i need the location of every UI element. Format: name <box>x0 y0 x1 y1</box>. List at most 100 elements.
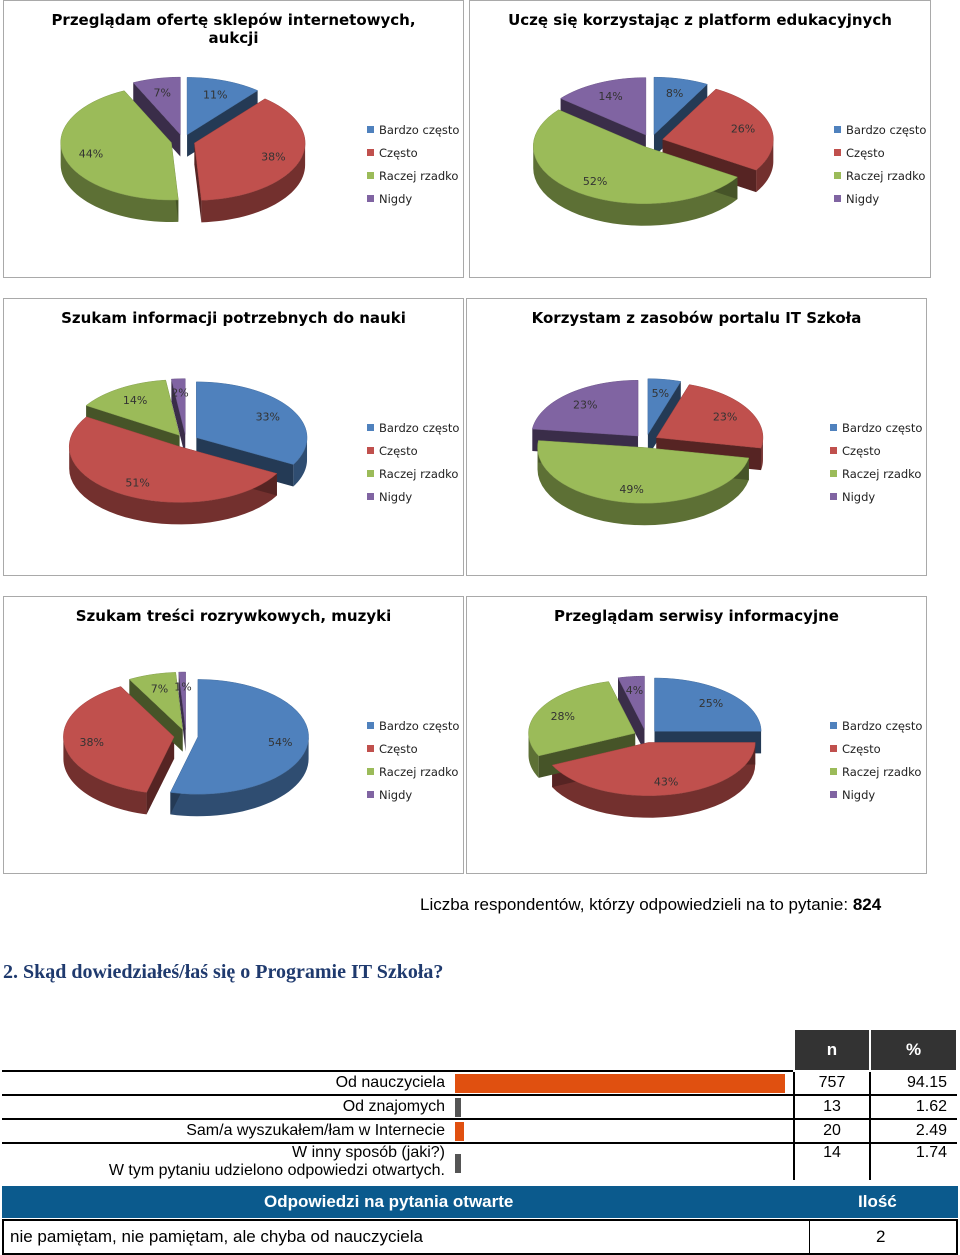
chart-legend: Bardzo często Często Raczej rzadko Nigdy <box>367 714 459 806</box>
pie-data-label: 33% <box>256 410 280 423</box>
pie-chart: 33% 51% 14% 2% <box>68 378 308 525</box>
row-label: Od nauczyciela <box>2 1070 453 1095</box>
pie-data-label: 14% <box>123 394 147 407</box>
results-table: n % Od nauczyciela 757 94.15 Od znajomyc… <box>2 1028 958 1180</box>
row-label: W inny sposób (jaki?) W tym pytaniu udzi… <box>2 1142 453 1180</box>
pie-slice <box>560 77 647 136</box>
pie-slice-side <box>293 437 308 487</box>
pie-slice-side <box>170 736 309 817</box>
pie-data-label: 2% <box>171 387 188 400</box>
pie-slice <box>60 90 179 201</box>
pie-slice-side <box>60 142 179 223</box>
legend-label: Często <box>842 741 881 756</box>
legend-label: Raczej rzadko <box>842 466 922 481</box>
legend-item: Raczej rzadko <box>830 760 922 783</box>
pie-chart-panel: Uczę się korzystając z platform edukacyj… <box>469 0 931 278</box>
open-answers-header-count: Ilość <box>858 1192 897 1211</box>
pie-slice <box>653 76 708 136</box>
pie-data-label: 23% <box>573 399 597 412</box>
legend-swatch <box>367 424 374 431</box>
legend-item: Bardzo często <box>834 118 926 141</box>
legend-label: Raczej rzadko <box>379 168 459 183</box>
pie-data-label: 54% <box>268 736 292 749</box>
legend-swatch <box>367 447 374 454</box>
chart-title: Korzystam z zasobów portalu IT Szkoła <box>531 309 862 327</box>
legend-swatch <box>830 768 837 775</box>
chart-title: Szukam treści rozrywkowych, muzyki <box>75 607 392 625</box>
pie-slice <box>551 742 756 796</box>
legend-label: Nigdy <box>842 489 876 504</box>
open-answers-header: Odpowiedzi na pytania otwarte Ilość <box>2 1186 958 1218</box>
legend-swatch <box>367 126 374 133</box>
pie-data-label: 52% <box>583 175 607 188</box>
table-row: Od znajomych 13 1.62 <box>2 1094 957 1119</box>
legend-label: Nigdy <box>379 191 413 206</box>
legend-label: Raczej rzadko <box>842 764 922 779</box>
legend-label: Nigdy <box>846 191 880 206</box>
pie-data-label: 23% <box>713 410 737 423</box>
pie-slice-side <box>756 139 774 193</box>
header-n: n <box>793 1028 871 1072</box>
pie-data-label: 25% <box>699 697 723 710</box>
pie-data-label: 51% <box>125 477 149 490</box>
pie-chart-panel: Przeglądam serwisy informacyjne 25% 43% 28%… <box>466 596 927 874</box>
legend-item: Nigdy <box>367 485 459 508</box>
pie-slice-side <box>63 736 147 815</box>
legend-item: Raczej rzadko <box>830 462 922 485</box>
pie-data-label: 5% <box>652 387 669 400</box>
pie-slice-side <box>533 146 738 226</box>
pie-slice-edge <box>194 143 202 223</box>
legend-label: Raczej rzadko <box>379 764 459 779</box>
legend-item: Często <box>830 737 922 760</box>
pie-data-label: 11% <box>203 88 227 101</box>
legend-swatch <box>830 493 837 500</box>
legend-item: Często <box>834 141 926 164</box>
chart-title: Uczę się korzystając z platform edukacyj… <box>508 11 892 29</box>
respondents-note: Liczba respondentów, którzy odpowiedziel… <box>420 895 881 915</box>
pie-data-label: 14% <box>598 90 622 103</box>
pie-data-label: 49% <box>619 483 643 496</box>
legend-swatch <box>834 172 841 179</box>
legend-swatch <box>830 447 837 454</box>
open-answer-text: nie pamiętam, nie pamiętam, ale chyba od… <box>10 1227 423 1246</box>
legend-swatch <box>834 195 841 202</box>
pie-data-label: 26% <box>731 123 755 136</box>
legend-label: Raczej rzadko <box>846 168 926 183</box>
respondents-count: 824 <box>852 895 882 914</box>
open-answer-row: nie pamiętam, nie pamiętam, ale chyba od… <box>2 1219 958 1255</box>
pie-slice <box>132 76 181 136</box>
header-pct: % <box>869 1028 958 1072</box>
legend-swatch <box>367 470 374 477</box>
legend-label: Bardzo często <box>846 122 927 137</box>
pie-slice-edge <box>171 379 186 457</box>
row-n: 757 <box>793 1070 870 1095</box>
legend-swatch <box>367 493 374 500</box>
pie-slice-side <box>69 446 277 525</box>
pie-slice-side <box>552 742 756 818</box>
pie-data-label: 8% <box>666 87 683 100</box>
pie-slice-edge <box>146 736 175 815</box>
legend-swatch <box>830 722 837 729</box>
row-bar <box>455 1074 785 1093</box>
pie-slice <box>171 378 186 435</box>
pie-chart: 8% 26% 52% 14% <box>533 76 774 226</box>
row-label: Sam/a wyszukałem/łam w Internecie <box>2 1118 453 1143</box>
legend-item: Nigdy <box>367 783 459 806</box>
table-row: W inny sposób (jaki?) W tym pytaniu udzi… <box>2 1142 957 1180</box>
pie-slice <box>537 440 750 504</box>
chart-legend: Bardzo często Często Raczej rzadko Nigdy <box>367 416 459 508</box>
pie-slice <box>531 380 639 437</box>
chart-title: Szukam informacji potrzebnych do nauki <box>61 309 406 327</box>
legend-item: Często <box>367 737 459 760</box>
pie-chart-panel: Korzystam z zasobów portalu IT Szkoła 5% 2… <box>466 298 927 576</box>
pie-chart: 5% 23% 49% 23% <box>531 378 764 526</box>
pie-data-label: 38% <box>261 150 285 163</box>
legend-label: Nigdy <box>379 489 413 504</box>
legend-swatch <box>830 470 837 477</box>
pie-slice <box>68 416 278 503</box>
legend-item: Nigdy <box>834 187 926 210</box>
row-n: 14 <box>793 1142 870 1180</box>
legend-label: Nigdy <box>842 787 876 802</box>
pie-data-label: 1% <box>174 680 191 693</box>
pie-slice-side <box>537 447 749 526</box>
